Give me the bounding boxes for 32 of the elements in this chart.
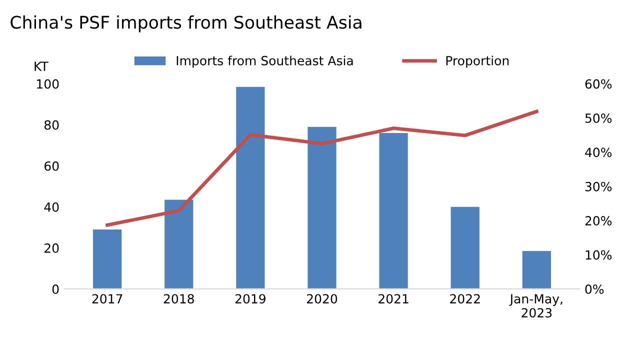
y2-tick-label: 60% (585, 79, 612, 89)
y2-tick-label: 50% (585, 113, 612, 123)
x-tick-label: 2021 (378, 294, 408, 304)
x-tick-label: 2017 (92, 294, 122, 304)
y-axis-title: KT (34, 62, 48, 71)
y-tick-label: 100 (37, 79, 59, 89)
x-tick-label: 2019 (235, 294, 266, 304)
x-tick-label: 2020 (307, 294, 338, 304)
y-tick-label: 20 (44, 243, 59, 253)
y-tick-label: 60 (44, 161, 59, 171)
y2-tick-label: 30% (585, 182, 612, 192)
y2-tick-label: 40% (585, 148, 612, 158)
bar (308, 126, 336, 289)
y2-tick-label: 0% (585, 284, 604, 294)
bar (450, 206, 480, 289)
y2-tick-label: 10% (586, 250, 612, 260)
y-tick-label: 0 (52, 284, 59, 294)
chart-title: China's PSF imports from Southeast Asia (10, 15, 362, 32)
legend-label: Imports from Southeast Asia (176, 56, 353, 68)
bar (522, 251, 551, 289)
x-tick-label: 2022 (450, 294, 480, 304)
line-series (106, 110, 538, 227)
y-tick-label: 40 (44, 202, 59, 212)
legend-label: Proportion (446, 56, 509, 68)
x-tick-label: Jan-May, 2023 (509, 294, 562, 318)
bar (236, 86, 265, 289)
y-tick-label: 80 (44, 120, 59, 130)
bar (164, 200, 194, 289)
bar (93, 229, 122, 289)
bar (379, 133, 408, 289)
x-tick-label: 2018 (164, 294, 194, 304)
y2-tick-label: 20% (585, 216, 612, 226)
